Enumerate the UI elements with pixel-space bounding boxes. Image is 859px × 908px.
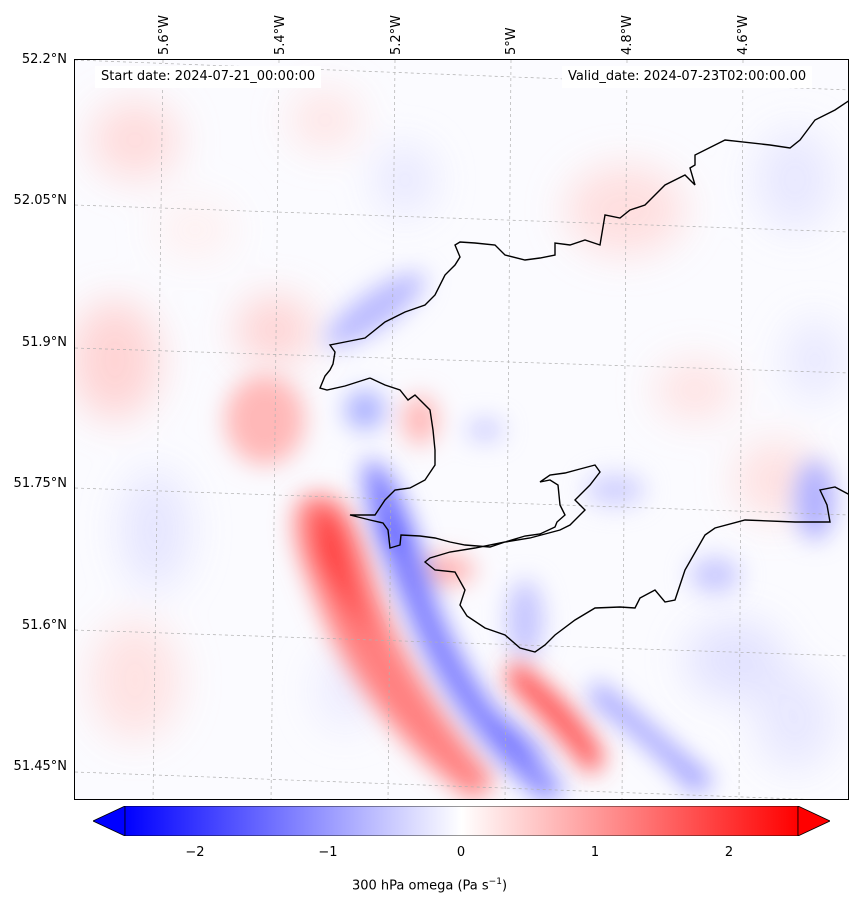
coastline-north	[319, 100, 848, 391]
colorbar-tick-label: 1	[590, 845, 600, 860]
coastline-south	[349, 377, 848, 653]
colorbar-label-close: )	[501, 878, 508, 894]
lon-label: 4.8°W	[620, 14, 635, 55]
lon-label: 4.6°W	[736, 14, 751, 55]
colorbar-label-text: 300 hPa omega (Pa s	[351, 878, 489, 894]
colorbar-gradient	[124, 806, 799, 836]
lat-label: 52.05°N	[13, 193, 67, 208]
start-date-label: Start date: 2024-07-21_00:00:00	[95, 66, 322, 88]
lon-label: 5.6°W	[157, 14, 172, 55]
omega-contour-map	[75, 60, 848, 799]
map-panel	[74, 59, 849, 800]
colorbar-tick-label: 2	[724, 845, 734, 860]
lat-label: 51.6°N	[21, 618, 67, 633]
valid-date-label: Valid_date: 2024-07-23T02:00:00.00	[562, 66, 813, 88]
colorbar-extend-min	[93, 806, 126, 836]
colorbar-label-exponent: −1	[488, 877, 502, 887]
lat-label: 52.2°N	[21, 52, 67, 67]
lon-label: 5.2°W	[389, 14, 404, 55]
lon-label: 5°W	[504, 27, 519, 55]
lat-label: 51.75°N	[13, 476, 67, 491]
colorbar-extend-max	[797, 806, 830, 836]
lat-label: 51.45°N	[13, 759, 67, 774]
colorbar	[93, 806, 830, 836]
colorbar-tick-label: −1	[318, 845, 338, 860]
coastline	[319, 100, 848, 653]
omega-shading	[75, 90, 845, 799]
lon-label: 5.4°W	[273, 14, 288, 55]
lat-label: 51.9°N	[21, 335, 67, 350]
colorbar-label: 300 hPa omega (Pa s−1)	[0, 877, 859, 893]
colorbar-tick-label: −2	[185, 845, 205, 860]
colorbar-tick-label: 0	[456, 845, 466, 860]
